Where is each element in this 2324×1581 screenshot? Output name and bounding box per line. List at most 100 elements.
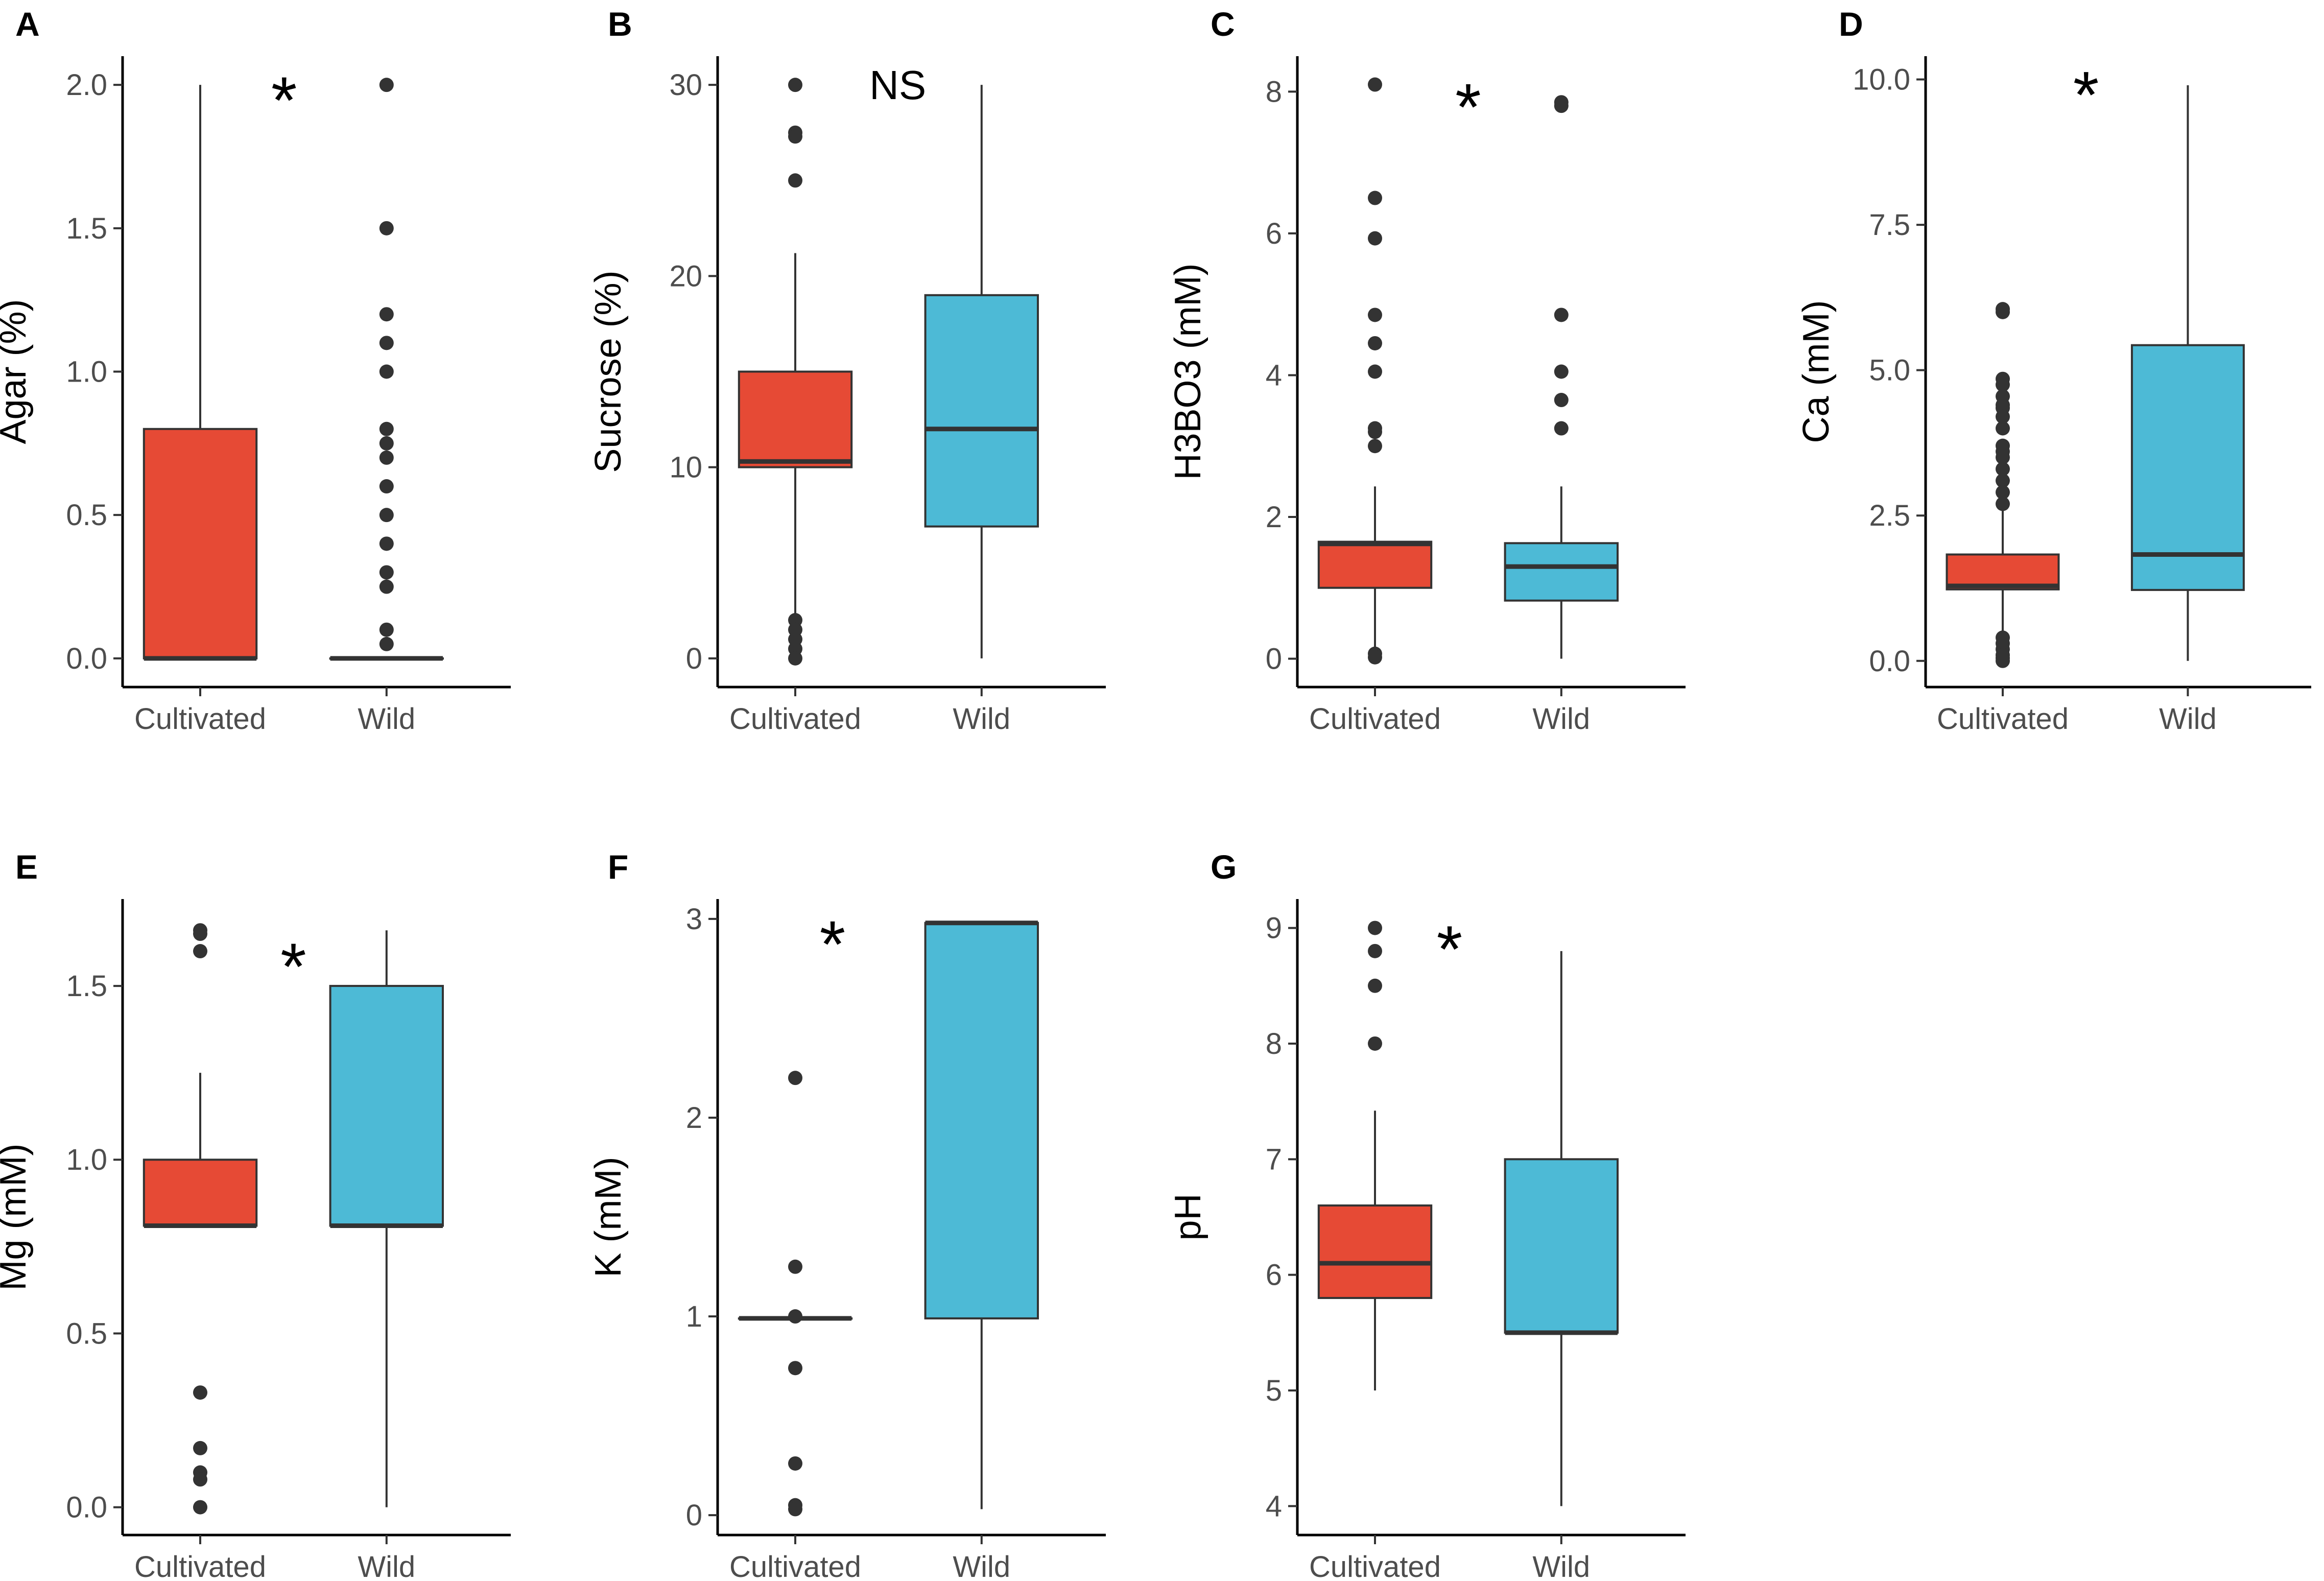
y-tick-label: 30 — [669, 68, 702, 102]
outlier-point — [379, 336, 394, 350]
y-tick-label: 2.0 — [66, 68, 107, 102]
x-tick-label: Cultivated — [134, 1550, 266, 1581]
box-wild — [1504, 951, 1619, 1506]
significance-label: NS — [869, 62, 926, 108]
y-axis-title: Ca (mM) — [1796, 300, 1837, 443]
panel-a: A 0.0 0.5 1.0 1.5 2.0 Cultivated Wild Agar (%) * — [0, 5, 511, 736]
box-iqr — [1504, 542, 1619, 602]
panel-letter: D — [1839, 5, 1863, 43]
outlier-point — [788, 173, 802, 188]
box-iqr — [924, 294, 1039, 528]
y-tick-label: 0 — [1266, 642, 1282, 675]
y-tick-label: 3 — [686, 903, 702, 936]
outlier-point — [379, 579, 394, 594]
box-iqr — [1946, 553, 2060, 591]
y-tick-label: 0.5 — [66, 499, 107, 532]
panel-c: C 0 2 4 6 8 Cultivated Wild H3BO3 (mM) * — [1168, 5, 1686, 736]
y-tick-label: 7 — [1266, 1143, 1282, 1176]
x-tick-label: Wild — [1532, 702, 1590, 736]
outlier-point — [1996, 485, 2010, 500]
y-tick-label: 6 — [1266, 217, 1282, 250]
outlier-point — [788, 651, 802, 666]
panel-g: G 4 5 6 7 8 9 Cultivated Wild pH * — [1168, 848, 1686, 1581]
outlier-point — [788, 1309, 802, 1324]
outlier-point — [1368, 943, 1382, 958]
box-iqr — [1317, 1204, 1433, 1299]
y-tick-label: 2 — [686, 1101, 702, 1135]
box-cultivated — [1317, 921, 1433, 1391]
panel-b: B 0 10 20 30 Cultivated Wild Sucrose (%) NS — [588, 5, 1106, 736]
x-tick-label: Wild — [358, 1550, 415, 1581]
outlier-point — [788, 1502, 802, 1517]
outlier-point — [379, 622, 394, 637]
y-tick-label: 0 — [686, 1499, 702, 1532]
x-tick-label: Wild — [953, 1550, 1010, 1581]
outlier-point — [788, 1259, 802, 1274]
outlier-point — [1996, 377, 2010, 392]
box-cultivated — [1946, 302, 2060, 668]
y-axis-title: Sucrose (%) — [588, 270, 629, 473]
outlier-point — [379, 364, 394, 379]
significance-label: * — [271, 63, 297, 137]
y-tick-label: 5.0 — [1869, 354, 1910, 387]
significance-label: * — [820, 907, 846, 981]
outlier-point — [379, 536, 394, 551]
box-iqr — [1504, 1158, 1619, 1334]
outlier-point — [379, 221, 394, 235]
panel-letter: A — [15, 5, 40, 43]
outlier-point — [193, 1472, 207, 1487]
outlier-point — [788, 1361, 802, 1376]
outlier-point — [1368, 77, 1382, 92]
y-tick-label: 10 — [669, 451, 702, 484]
box-wild — [924, 85, 1039, 658]
box-cultivated — [1317, 77, 1433, 665]
outlier-point — [1368, 1036, 1382, 1051]
y-tick-label: 8 — [1266, 75, 1282, 108]
y-tick-label: 0 — [686, 642, 702, 675]
box-iqr — [924, 922, 1039, 1319]
x-tick-label: Cultivated — [134, 702, 266, 736]
x-tick-label: Wild — [2159, 702, 2217, 736]
panel-e: E 0.0 0.5 1.0 1.5 Cultivated Wild Mg (mM) * — [0, 848, 511, 1581]
outlier-point — [788, 78, 802, 92]
significance-label: * — [1437, 912, 1463, 986]
panel-f: F 0 1 2 3 Cultivated Wild K (mM) * — [588, 848, 1106, 1581]
significance-label: * — [280, 929, 306, 1004]
outlier-point — [379, 421, 394, 436]
y-tick-label: 4 — [1266, 359, 1282, 392]
x-tick-label: Cultivated — [1309, 1550, 1441, 1581]
y-tick-label: 8 — [1266, 1027, 1282, 1060]
outlier-point — [379, 636, 394, 651]
outlier-point — [1368, 308, 1382, 322]
outlier-point — [379, 479, 394, 494]
outlier-point — [1368, 650, 1382, 665]
box-cultivated — [738, 78, 853, 666]
outlier-point — [1996, 473, 2010, 488]
box-wild — [329, 930, 444, 1507]
outlier-point — [1368, 364, 1382, 379]
panel-letter: C — [1211, 5, 1235, 43]
panel-letter: F — [608, 848, 628, 886]
y-axis-title: Agar (%) — [0, 299, 34, 444]
y-tick-label: 20 — [669, 259, 702, 293]
y-tick-label: 6 — [1266, 1259, 1282, 1292]
outlier-point — [788, 129, 802, 144]
y-axis-title: K (mM) — [588, 1157, 629, 1278]
outlier-point — [1996, 409, 2010, 424]
outlier-point — [1996, 653, 2010, 668]
box-iqr — [1317, 540, 1433, 589]
y-tick-label: 9 — [1266, 912, 1282, 945]
y-tick-label: 1 — [686, 1300, 702, 1333]
outlier-point — [1368, 191, 1382, 205]
x-tick-label: Cultivated — [1937, 702, 2069, 736]
x-tick-label: Cultivated — [729, 702, 861, 736]
outlier-point — [1996, 497, 2010, 511]
panel-letter: E — [15, 848, 38, 886]
panel-d: D 0.0 2.5 5.0 7.5 10.0 Cultivated Wild Ca (mM) * — [1796, 5, 2311, 736]
outlier-point — [193, 927, 207, 941]
y-tick-label: 1.0 — [66, 1143, 107, 1176]
outlier-point — [379, 78, 394, 92]
x-tick-label: Wild — [358, 702, 415, 736]
box-iqr — [143, 1159, 258, 1227]
